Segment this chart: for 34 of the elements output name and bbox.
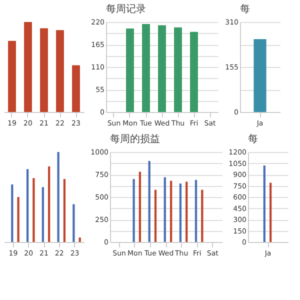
bar	[78, 238, 81, 242]
bar	[186, 182, 188, 242]
bar	[126, 28, 134, 112]
bar	[132, 179, 135, 242]
bar	[26, 169, 29, 242]
bar	[190, 32, 198, 112]
chart-title: 每周的损益	[110, 133, 160, 145]
bar	[72, 204, 75, 242]
chart-title: 每周记录	[106, 3, 146, 15]
bar	[40, 28, 48, 112]
bar	[48, 166, 50, 242]
bar	[170, 180, 172, 242]
bar	[179, 184, 182, 242]
bar	[24, 22, 32, 112]
bar	[42, 187, 44, 242]
bar	[142, 24, 150, 112]
bar	[138, 172, 142, 242]
bar	[154, 190, 157, 242]
bar	[56, 30, 64, 112]
bar	[148, 161, 150, 242]
bar	[11, 184, 14, 242]
chart-title: 每	[248, 133, 258, 145]
bar	[72, 65, 80, 112]
bar	[63, 179, 66, 242]
bar	[57, 152, 60, 242]
bar	[17, 197, 20, 242]
bar	[174, 27, 182, 112]
bar	[164, 177, 166, 242]
bar	[158, 25, 166, 112]
chart-title: 每	[240, 3, 250, 15]
bar	[201, 190, 204, 242]
bar	[32, 178, 35, 242]
bar	[194, 180, 198, 242]
bar	[8, 40, 16, 112]
